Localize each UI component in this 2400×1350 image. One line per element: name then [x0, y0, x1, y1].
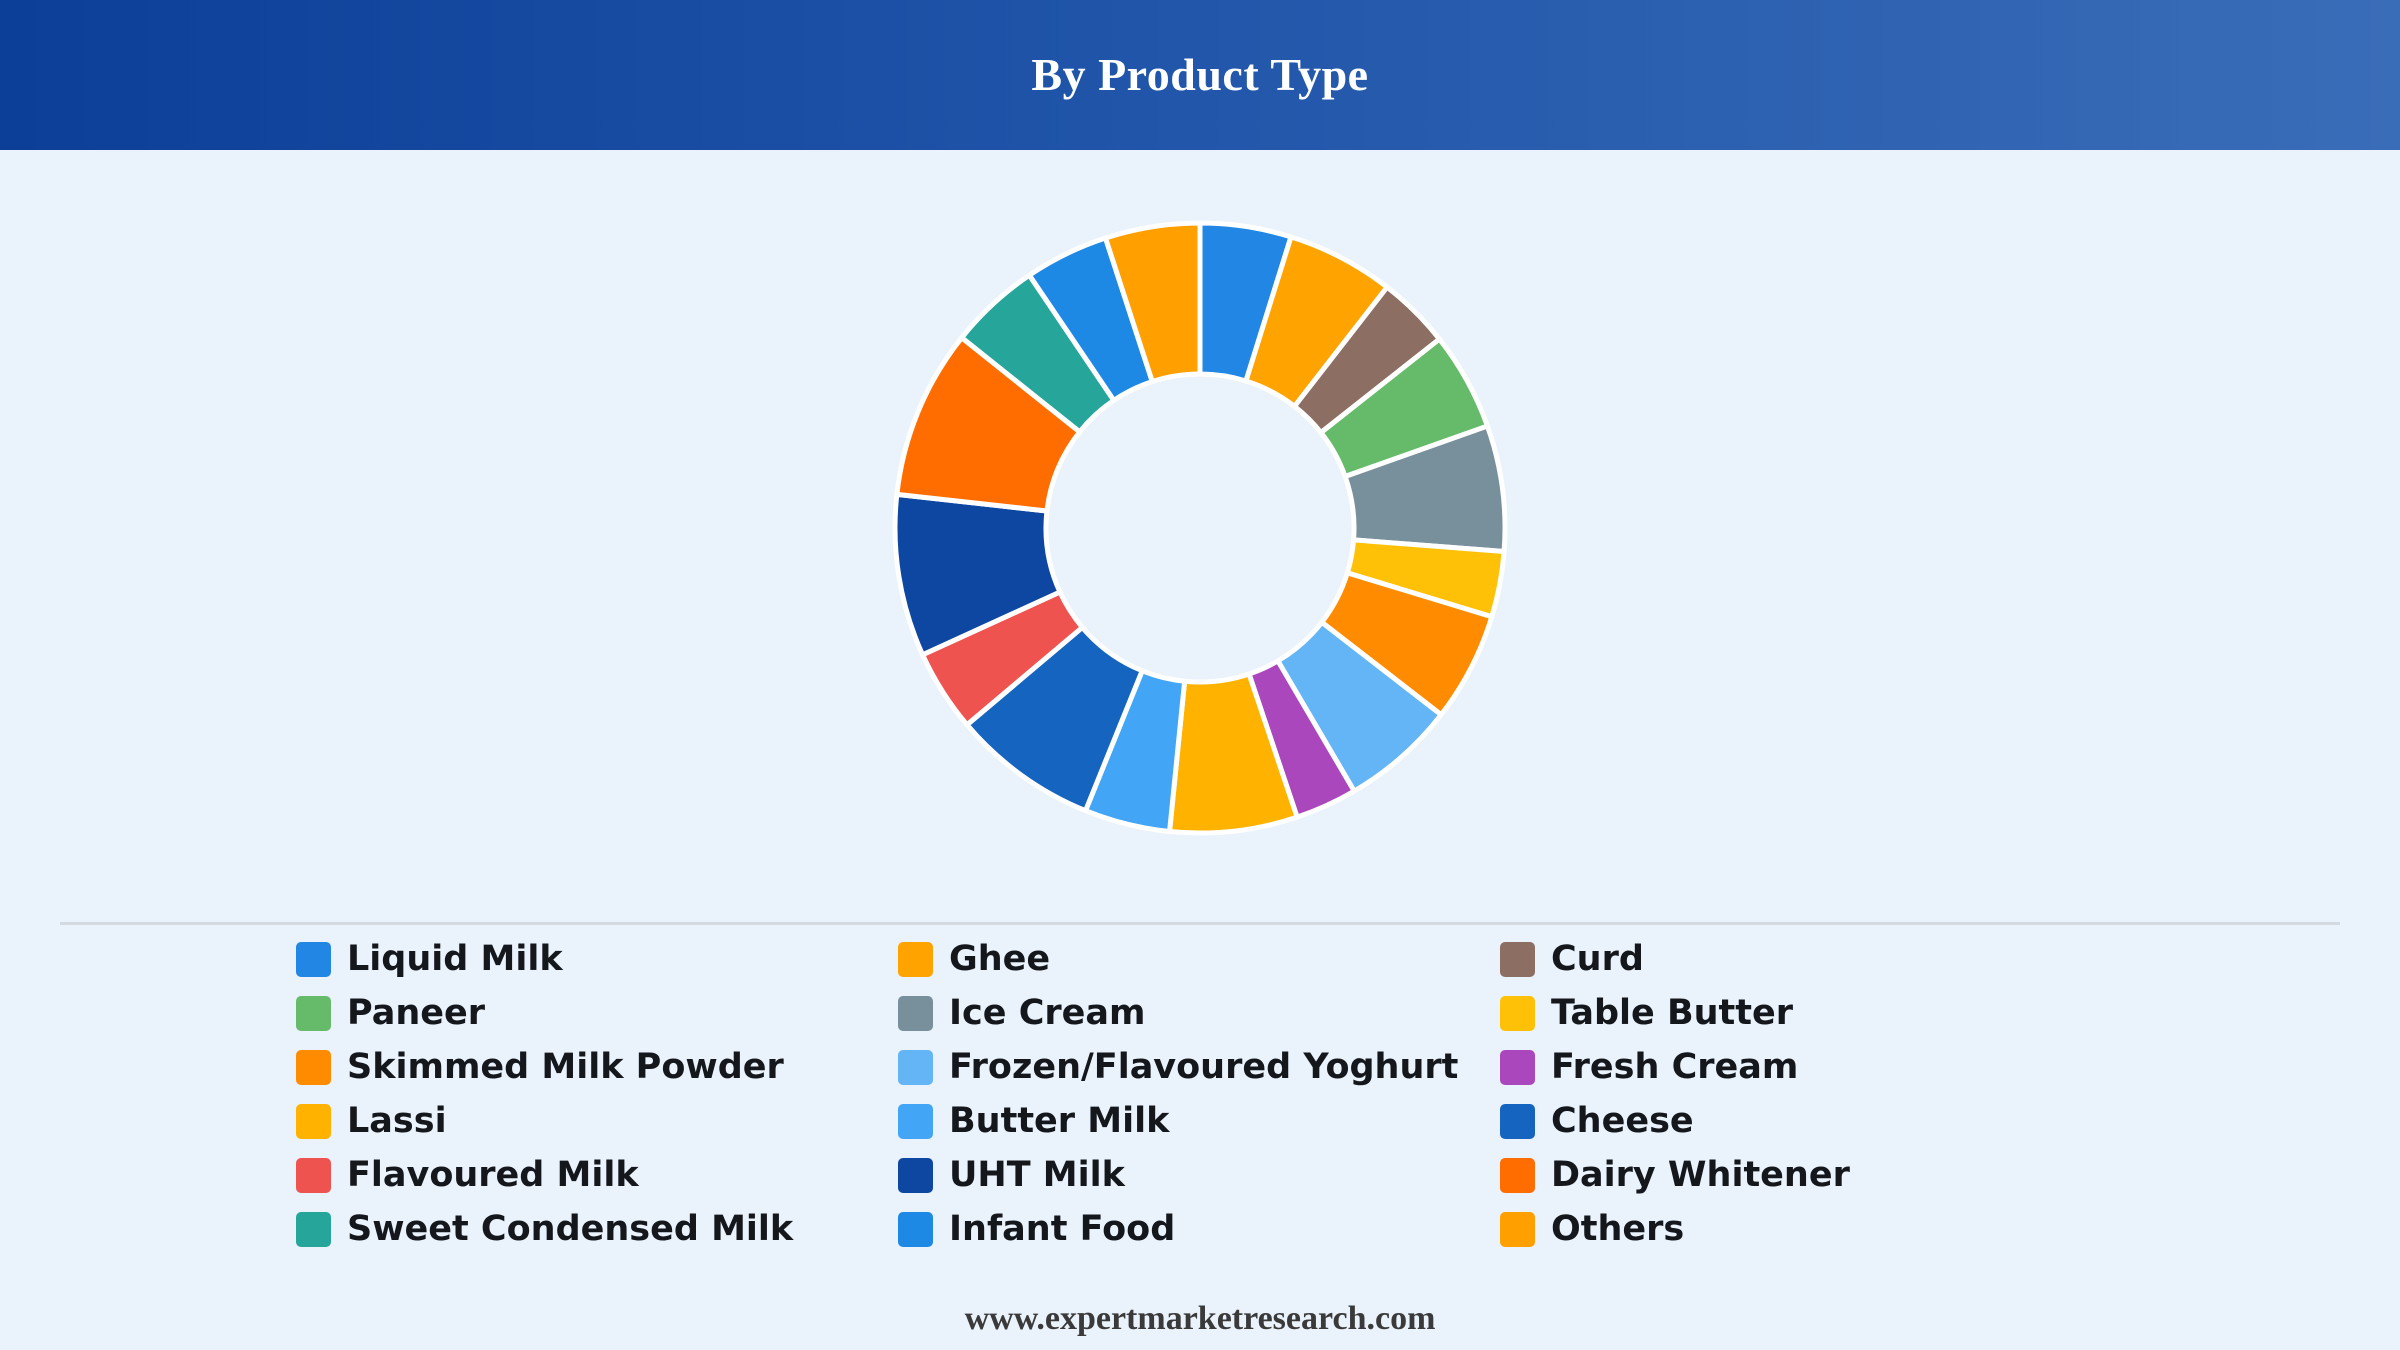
- legend-item[interactable]: Curd: [1500, 932, 2102, 986]
- legend-swatch: [1500, 1049, 1535, 1085]
- chart-title: By Product Type: [1031, 48, 1369, 100]
- legend-item[interactable]: Liquid Milk: [296, 932, 898, 986]
- legend-label: Table Butter: [1551, 993, 1794, 1033]
- legend-swatch: [898, 1103, 933, 1139]
- legend-label: Cheese: [1551, 1101, 1694, 1141]
- source-url: www.expertmarketresearch.com: [964, 1300, 1436, 1337]
- legend-swatch: [898, 1157, 933, 1193]
- legend-swatch: [1500, 995, 1535, 1031]
- legend-label: Ice Cream: [949, 993, 1146, 1033]
- legend-swatch: [898, 1049, 933, 1085]
- legend-item[interactable]: UHT Milk: [898, 1148, 1500, 1202]
- legend-swatch: [296, 941, 331, 977]
- legend-swatch: [898, 995, 933, 1031]
- legend-label: Others: [1551, 1209, 1685, 1249]
- legend-swatch: [296, 1049, 331, 1085]
- legend-label: Sweet Condensed Milk: [347, 1209, 794, 1249]
- legend-item[interactable]: Ice Cream: [898, 986, 1500, 1040]
- legend-swatch: [296, 995, 331, 1031]
- legend-label: Dairy Whitener: [1551, 1155, 1850, 1195]
- legend-item[interactable]: Cheese: [1500, 1094, 2102, 1148]
- legend-label: Butter Milk: [949, 1101, 1170, 1141]
- legend-label: Frozen/Flavoured Yoghurt: [949, 1047, 1459, 1087]
- legend-swatch: [296, 1211, 331, 1247]
- legend-label: Infant Food: [949, 1209, 1176, 1249]
- donut-chart: [892, 220, 1508, 836]
- legend-label: Flavoured Milk: [347, 1155, 639, 1195]
- title-banner: By Product Type: [0, 0, 2400, 150]
- legend-label: Liquid Milk: [347, 939, 563, 979]
- legend-label: Fresh Cream: [1551, 1047, 1799, 1087]
- legend-swatch: [1500, 941, 1535, 977]
- legend-item[interactable]: Flavoured Milk: [296, 1148, 898, 1202]
- legend-label: Lassi: [347, 1101, 447, 1141]
- legend-item[interactable]: Table Butter: [1500, 986, 2102, 1040]
- legend-label: Ghee: [949, 939, 1051, 979]
- legend-swatch: [1500, 1157, 1535, 1193]
- legend-label: UHT Milk: [949, 1155, 1125, 1195]
- legend-label: Curd: [1551, 939, 1644, 979]
- legend-item[interactable]: Frozen/Flavoured Yoghurt: [898, 1040, 1500, 1094]
- legend-item[interactable]: Fresh Cream: [1500, 1040, 2102, 1094]
- legend-swatch: [296, 1157, 331, 1193]
- legend-swatch: [898, 1211, 933, 1247]
- legend-swatch: [1500, 1103, 1535, 1139]
- legend-item[interactable]: Ghee: [898, 932, 1500, 986]
- legend-item[interactable]: Dairy Whitener: [1500, 1148, 2102, 1202]
- legend-divider: [60, 922, 2340, 925]
- legend-item[interactable]: Paneer: [296, 986, 898, 1040]
- legend-swatch: [296, 1103, 331, 1139]
- legend-item[interactable]: Infant Food: [898, 1202, 1500, 1256]
- legend-swatch: [1500, 1211, 1535, 1247]
- legend-label: Skimmed Milk Powder: [347, 1047, 784, 1087]
- legend-item[interactable]: Others: [1500, 1202, 2102, 1256]
- legend-item[interactable]: Lassi: [296, 1094, 898, 1148]
- donut-slice-others[interactable]: [1102, 220, 1203, 385]
- chart-legend: Liquid Milk Ghee Curd Paneer Ice Cream Table …: [296, 932, 2196, 1262]
- legend-item[interactable]: Butter Milk: [898, 1094, 1500, 1148]
- legend-swatch: [898, 941, 933, 977]
- legend-item[interactable]: Sweet Condensed Milk: [296, 1202, 898, 1256]
- legend-label: Paneer: [347, 993, 485, 1033]
- legend-item[interactable]: Skimmed Milk Powder: [296, 1040, 898, 1094]
